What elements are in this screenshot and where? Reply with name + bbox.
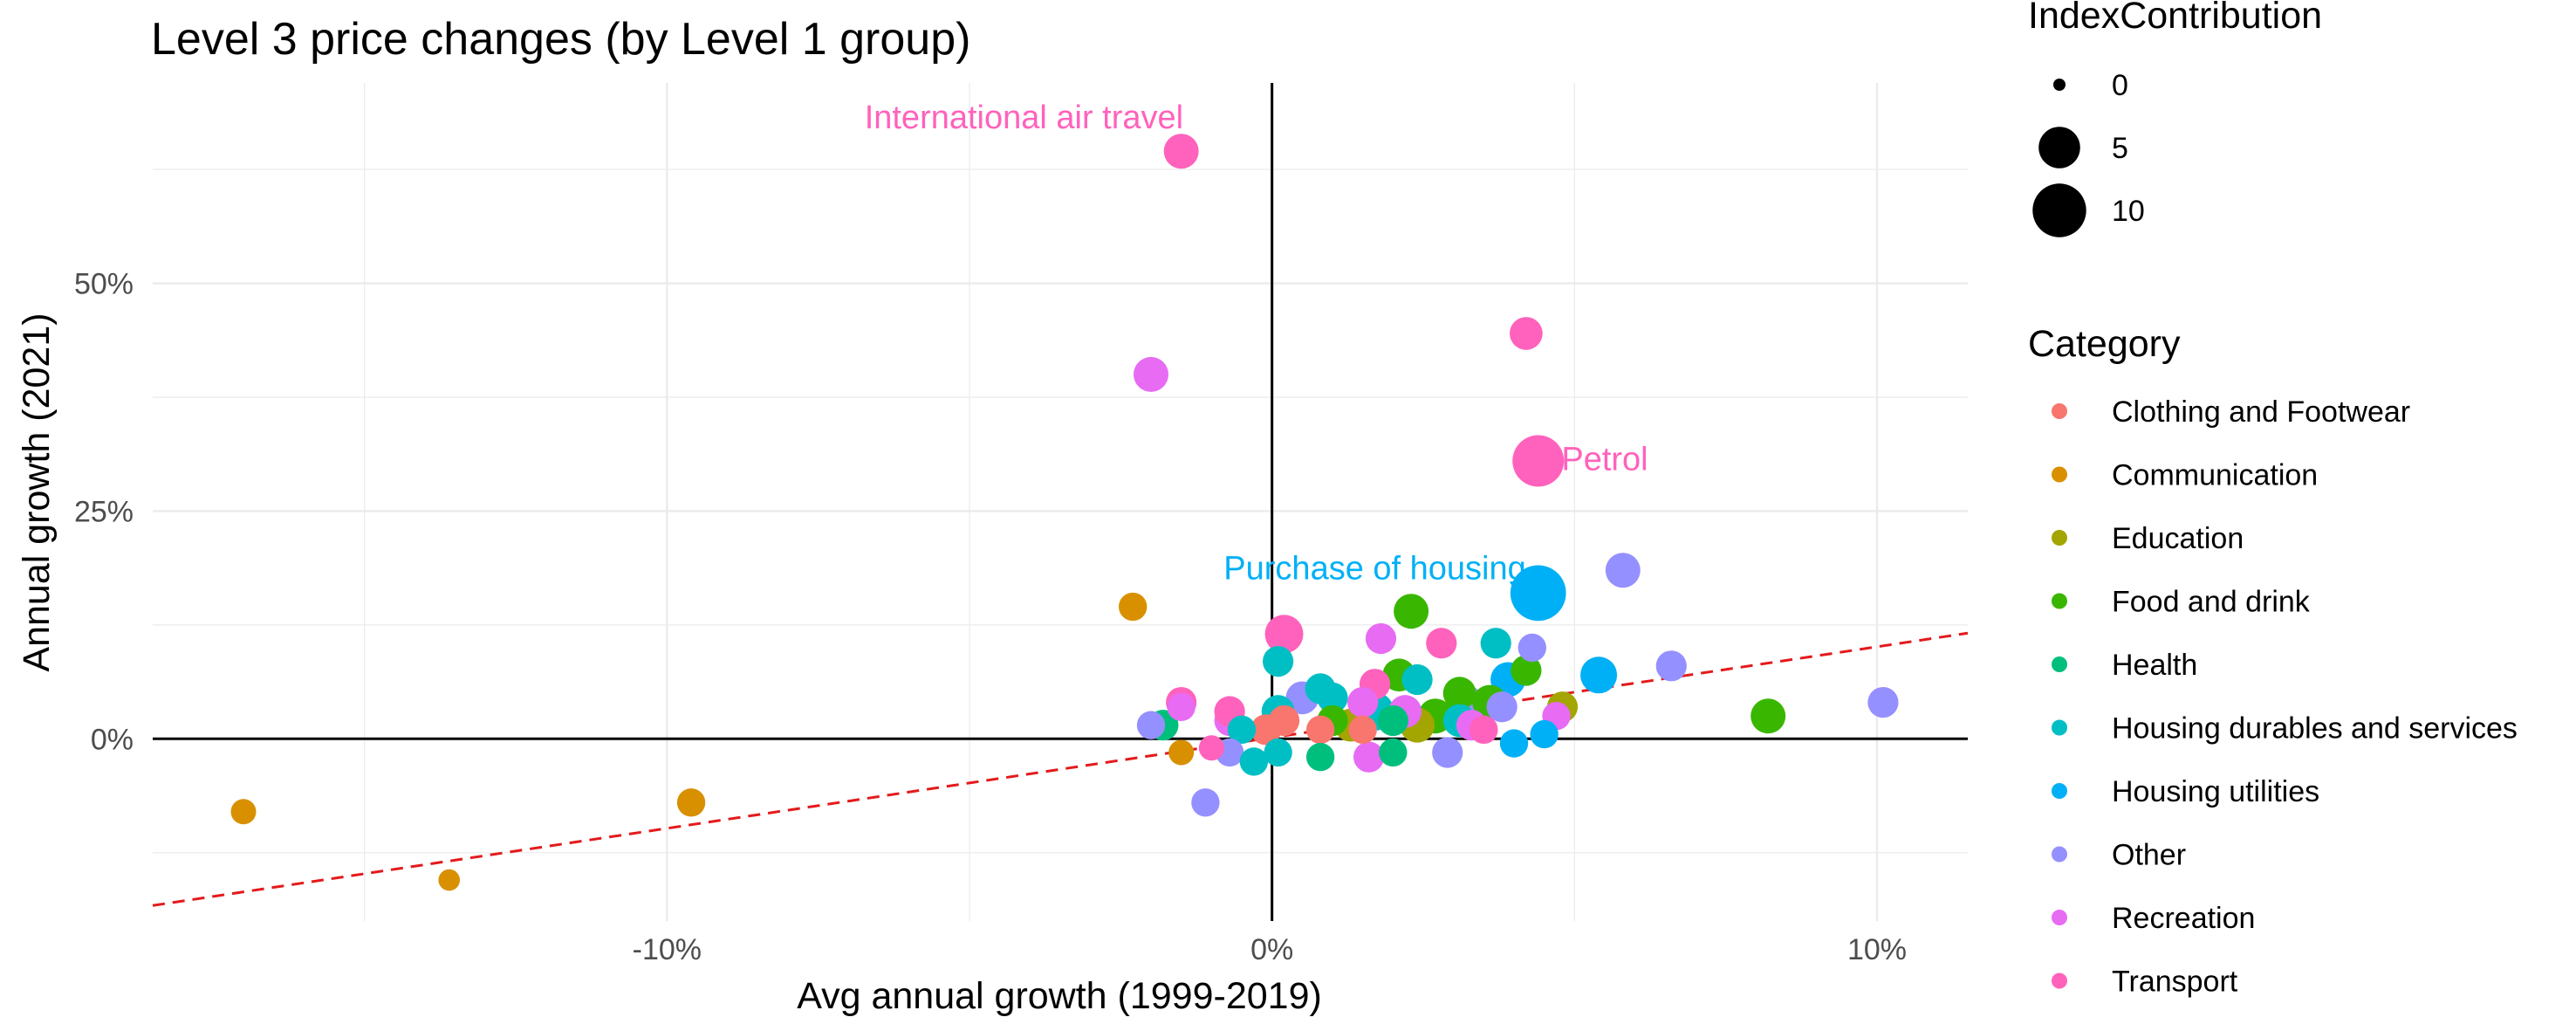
data-point bbox=[1239, 747, 1269, 776]
data-point bbox=[1401, 663, 1433, 696]
data-point bbox=[1510, 317, 1543, 350]
data-point bbox=[1530, 719, 1559, 749]
color-legend-key bbox=[2052, 846, 2067, 863]
color-legend-key bbox=[2052, 656, 2067, 672]
data-point bbox=[1347, 686, 1379, 718]
data-point bbox=[1394, 594, 1429, 629]
x-tick-label: 0% bbox=[1250, 933, 1293, 966]
data-point bbox=[1136, 711, 1166, 739]
data-point bbox=[1655, 650, 1687, 682]
point-annotation: International air travel bbox=[865, 100, 1183, 136]
color-legend-label: Other bbox=[2112, 839, 2186, 872]
data-point bbox=[1353, 741, 1385, 773]
size-legend-title: IndexContribution bbox=[2028, 0, 2322, 37]
data-point bbox=[1499, 729, 1529, 758]
data-point bbox=[1365, 622, 1397, 655]
color-legend-label: Recreation bbox=[2112, 902, 2255, 935]
data-point bbox=[1198, 735, 1224, 761]
data-point bbox=[1168, 739, 1195, 766]
size-legend: IndexContribution 0 5 10 bbox=[2028, 0, 2322, 237]
data-point bbox=[676, 788, 706, 817]
chart-title: Level 3 price changes (by Level 1 group) bbox=[151, 14, 970, 65]
grid-lines bbox=[153, 83, 1968, 921]
color-legend-key bbox=[2052, 910, 2067, 925]
color-legend-label: Communication bbox=[2112, 459, 2318, 492]
data-point bbox=[1191, 788, 1220, 817]
color-legend-label: Education bbox=[2112, 522, 2244, 555]
data-point bbox=[1262, 646, 1294, 677]
data-point bbox=[1486, 691, 1518, 723]
data-point bbox=[1167, 692, 1196, 721]
data-point bbox=[1605, 553, 1641, 588]
point-annotation: Purchase of housing bbox=[1223, 551, 1525, 588]
x-tick-label: 10% bbox=[1847, 933, 1907, 966]
color-legend-label: Clothing and Footwear bbox=[2112, 395, 2410, 429]
color-legend-label: Housing utilities bbox=[2112, 775, 2319, 808]
data-point bbox=[1432, 737, 1463, 768]
data-point bbox=[1470, 715, 1498, 745]
data-point bbox=[230, 799, 257, 825]
color-legend-key bbox=[2052, 593, 2067, 609]
data-points bbox=[230, 134, 1899, 891]
data-point bbox=[1750, 698, 1786, 734]
data-point bbox=[1442, 677, 1476, 710]
zero-lines bbox=[153, 83, 1968, 921]
color-legend-key bbox=[2052, 403, 2067, 419]
color-legend-label: Health bbox=[2112, 649, 2197, 682]
data-point bbox=[1305, 742, 1335, 772]
data-point bbox=[1250, 714, 1282, 746]
x-tick-label: -10% bbox=[633, 933, 702, 966]
data-point bbox=[1480, 628, 1511, 659]
data-point bbox=[1512, 435, 1565, 487]
data-point bbox=[1134, 356, 1168, 392]
color-legend-label: Housing durables and services bbox=[2112, 712, 2518, 746]
color-legend-label: Food and drink bbox=[2112, 586, 2311, 619]
data-point bbox=[1264, 738, 1292, 767]
color-legend-title: Category bbox=[2028, 323, 2181, 365]
data-point bbox=[1379, 738, 1408, 767]
size-legend-label: 10 bbox=[2112, 195, 2145, 228]
y-tick-label: 0% bbox=[91, 723, 134, 756]
tick-labels: -10% 0% 10% 0% 25% 50% bbox=[74, 268, 1907, 966]
data-point bbox=[1511, 655, 1542, 686]
size-legend-key bbox=[2053, 79, 2066, 91]
color-legend-key bbox=[2052, 530, 2067, 546]
data-point bbox=[1227, 715, 1257, 745]
x-axis-label: Avg annual growth (1999-2019) bbox=[797, 975, 1322, 1017]
size-legend-key bbox=[2032, 183, 2086, 237]
data-point bbox=[1317, 682, 1348, 713]
size-legend-key bbox=[2038, 127, 2080, 168]
data-point bbox=[1580, 656, 1618, 694]
point-annotation: Petrol bbox=[1561, 441, 1648, 478]
data-point bbox=[1377, 705, 1408, 737]
color-legend-label: Transport bbox=[2112, 966, 2238, 999]
color-legend-key bbox=[2052, 466, 2067, 483]
data-point bbox=[1518, 633, 1546, 663]
data-point bbox=[1163, 134, 1199, 169]
data-point bbox=[1264, 615, 1304, 654]
data-point bbox=[1119, 592, 1148, 622]
y-axis-label: Annual growth (2021) bbox=[16, 313, 58, 671]
data-point bbox=[438, 869, 461, 891]
data-point bbox=[1510, 565, 1566, 622]
data-point bbox=[1426, 628, 1457, 659]
size-legend-label: 0 bbox=[2112, 69, 2128, 102]
data-point bbox=[1348, 715, 1377, 745]
color-legend-key bbox=[2052, 973, 2067, 989]
annotations: International air travel Petrol Purchase o… bbox=[865, 100, 1648, 588]
color-legend-key bbox=[2052, 783, 2067, 799]
size-legend-label: 5 bbox=[2112, 132, 2128, 165]
color-legend-key bbox=[2052, 719, 2067, 736]
y-tick-label: 50% bbox=[74, 268, 134, 301]
color-legend: Category Clothing and Footwear Communicat… bbox=[2028, 323, 2518, 999]
data-point bbox=[1305, 715, 1335, 745]
data-point bbox=[1867, 686, 1899, 718]
y-tick-label: 25% bbox=[74, 495, 134, 528]
